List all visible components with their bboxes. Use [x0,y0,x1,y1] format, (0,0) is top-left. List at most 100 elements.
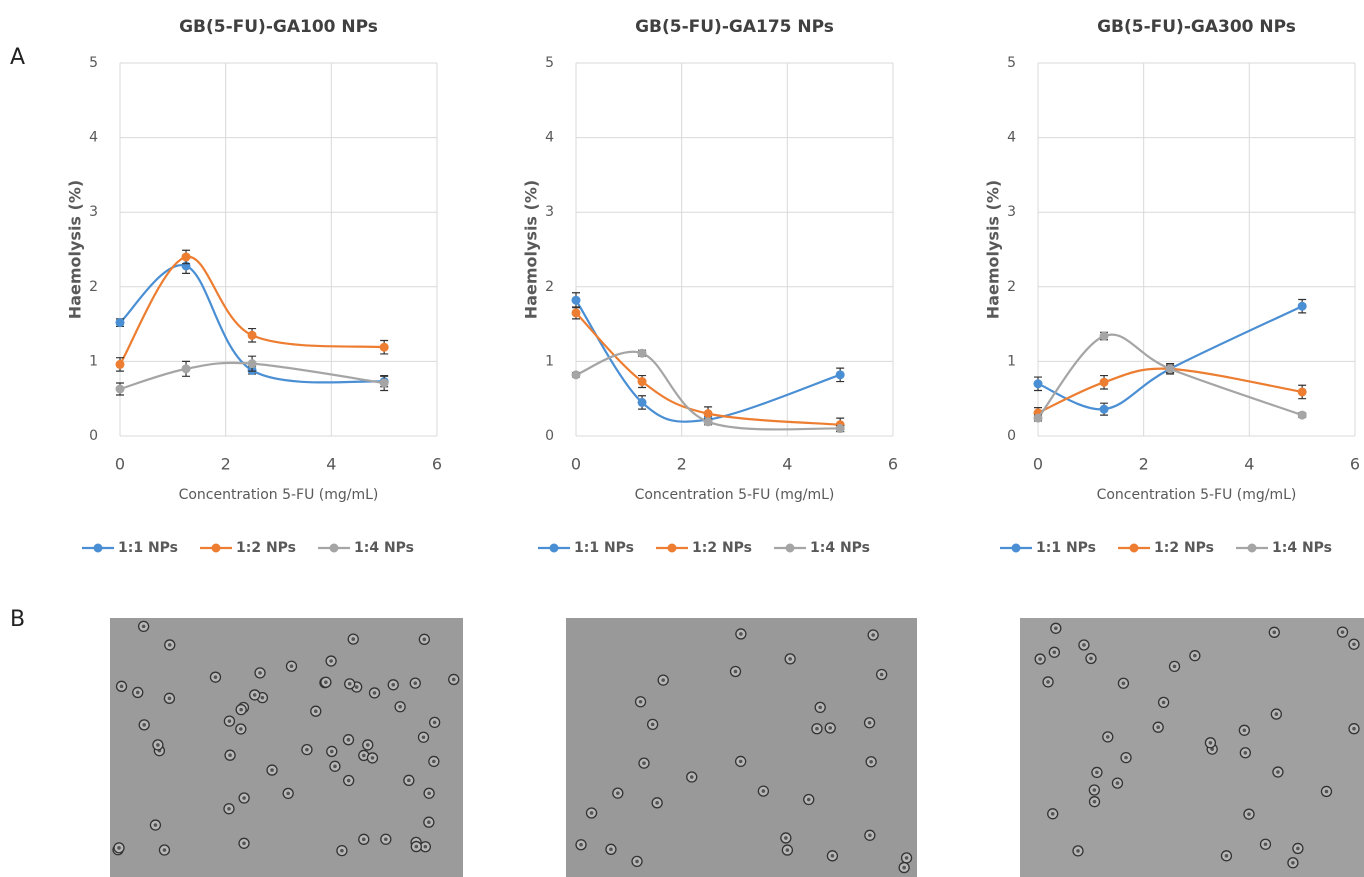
data-point [571,308,581,318]
cell-core [1352,642,1356,647]
cell-core [227,806,231,811]
legend-label: 1:2 NPs [1154,540,1214,556]
cell-core [239,707,243,712]
cell-core [153,823,158,827]
cell-core [1274,712,1279,716]
cell-core [1272,630,1277,635]
legend-marker [1247,543,1257,553]
cell-core [761,789,766,793]
cell-core [1156,725,1160,729]
cell-core [1193,653,1197,658]
cell-core [167,643,172,647]
x-tick-label: 0 [115,455,125,474]
data-point [1297,387,1307,397]
y-tick-label: 0 [89,428,98,444]
cell-core [398,704,402,709]
y-tick-label: 3 [545,204,554,220]
cell-core [650,722,655,727]
cell-core [1052,650,1057,655]
data-point [1099,404,1109,414]
cell-core [252,693,257,697]
cell-core [242,796,246,800]
cell-core [340,848,344,853]
cell-core [407,778,411,783]
cell-core [867,720,872,725]
cell-core [354,685,359,689]
cell-core [1054,626,1058,631]
y-tick-label: 3 [1007,204,1016,220]
cell-core [830,854,835,858]
cell-core [806,797,811,802]
x-tick-label: 6 [888,455,898,474]
cell-core [1092,799,1097,804]
cell-core [1324,789,1329,794]
cell-core [1247,812,1251,816]
data-point [181,252,191,262]
cell-core [902,865,906,870]
cell-core [119,684,124,689]
cell-core [589,811,594,815]
x-tick-label: 4 [326,455,336,474]
cell-core [1115,781,1120,785]
panel-label: B [10,607,25,632]
cell-core [260,695,265,700]
cell-core [156,743,160,747]
y-tick-label: 1 [545,353,554,369]
cell-core [739,632,743,636]
data-point [703,409,713,419]
cell-core [324,680,328,685]
cell-core [1296,846,1300,851]
cell-core [609,847,613,852]
cell-core [413,681,418,685]
data-point [1099,377,1109,387]
x-tick-label: 6 [1350,455,1360,474]
x-tick-label: 4 [782,455,792,474]
legend-marker [667,543,677,553]
cell-core [370,756,375,760]
cell-core [1340,630,1345,634]
legend-label: 1:1 NPs [1036,540,1096,556]
y-tick-label: 2 [1007,279,1016,295]
cell-core [1161,700,1166,705]
data-point [247,359,257,369]
series-line [575,350,841,431]
y-axis-title: Haemolysis (%) [984,180,1003,319]
legend-label: 1:2 NPs [236,540,296,556]
data-point [115,359,125,369]
data-point [115,318,125,328]
cell-core [451,677,456,682]
cell-core [661,678,666,682]
cell-core [414,844,419,849]
y-axis-title: Haemolysis (%) [66,180,85,319]
cell-core [423,844,428,849]
legend-marker [1011,543,1021,553]
cell-core [286,791,290,796]
data-point [571,370,581,380]
cell-core [1291,860,1295,865]
cell-core [1243,750,1248,755]
cell-core [427,820,431,825]
micrograph [566,618,917,877]
cell-core [1208,740,1213,745]
cell-core [167,696,172,701]
data-point [1297,301,1307,311]
cell-core [1263,842,1268,847]
micrographs [110,618,1364,877]
legend-marker [93,543,103,553]
data-point [1165,364,1175,374]
x-axis-title: Concentration 5-FU (mg/mL) [635,487,835,503]
cell-core [329,749,334,754]
series-line [575,312,841,426]
series-line [1037,305,1303,411]
cell-core [1121,681,1126,686]
cell-core [361,753,366,758]
x-tick-label: 2 [221,455,231,474]
legend-marker [211,543,221,553]
cell-core [141,624,146,629]
cell-core [1172,664,1177,669]
y-tick-label: 4 [1007,130,1016,146]
cell-core [733,669,738,674]
y-tick-label: 2 [545,279,554,295]
legend-marker [1129,543,1139,553]
